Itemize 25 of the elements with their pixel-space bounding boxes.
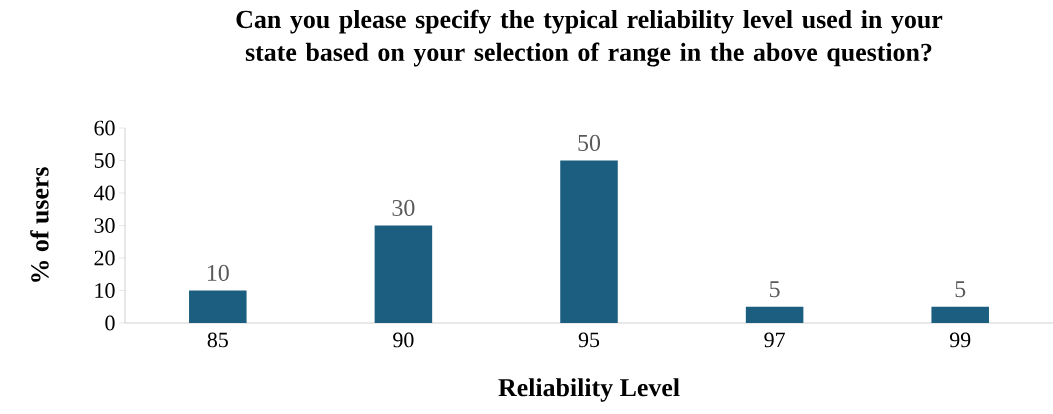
y-tick-label: 10 [95, 283, 115, 298]
x-tick-label: 95 [578, 332, 600, 348]
y-tick-label: 30 [94, 218, 115, 233]
bar [374, 225, 433, 323]
x-tick-label: 99 [949, 332, 971, 348]
x-axis-title: Reliability Level [498, 378, 680, 402]
y-tick-label: 20 [94, 250, 115, 266]
x-tick-label: 85 [207, 332, 228, 348]
x-tick-label: 97 [764, 332, 785, 348]
y-tick-label: 40 [93, 185, 115, 201]
y-axis-title: % of users [30, 167, 49, 282]
bar [931, 306, 989, 323]
data-label: 10 [207, 264, 229, 281]
y-tick-label: 60 [94, 120, 115, 136]
data-label: 50 [578, 134, 601, 151]
bar [745, 306, 804, 323]
y-tick-label: 50 [94, 153, 115, 168]
bar [560, 160, 618, 323]
y-tick-label: 0 [105, 315, 115, 331]
bar [189, 290, 247, 323]
chart-title: Can you please specify the typical reliability level used in your state based on your selection of range in the above question? [236, 9, 943, 67]
data-label: 30 [392, 199, 415, 216]
data-label: 5 [770, 281, 780, 298]
data-label: 5 [955, 281, 966, 298]
x-tick-label: 90 [393, 332, 414, 348]
